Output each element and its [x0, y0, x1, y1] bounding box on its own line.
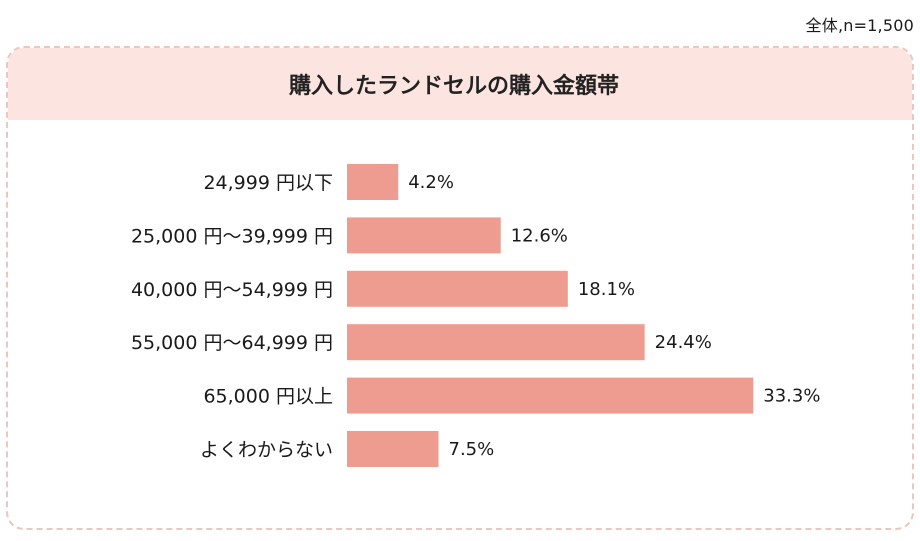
chart-title-bar: 購入したランドセルの購入金額帯 — [8, 48, 912, 120]
bar — [347, 217, 501, 254]
category-label: 40,000 円〜54,999 円 — [131, 279, 333, 301]
category-label: 24,999 円以下 — [203, 172, 333, 194]
value-label: 7.5% — [449, 439, 495, 460]
bar — [347, 324, 645, 361]
category-label: 65,000 円以上 — [203, 386, 333, 408]
bar — [347, 431, 439, 467]
value-label: 12.6% — [511, 225, 568, 246]
chart-title: 購入したランドセルの購入金額帯 — [288, 74, 619, 99]
category-label: 25,000 円〜39,999 円 — [131, 225, 333, 247]
value-label: 4.2% — [408, 172, 454, 193]
bar — [347, 377, 754, 414]
bar — [347, 270, 568, 307]
value-label: 33.3% — [763, 386, 820, 407]
value-label: 18.1% — [578, 279, 635, 300]
sample-size-note: 全体,n=1,500 — [805, 16, 914, 35]
value-label: 24.4% — [655, 332, 712, 353]
bar — [347, 164, 399, 200]
category-label: よくわからない — [200, 439, 333, 461]
category-label: 55,000 円〜64,999 円 — [131, 332, 333, 354]
